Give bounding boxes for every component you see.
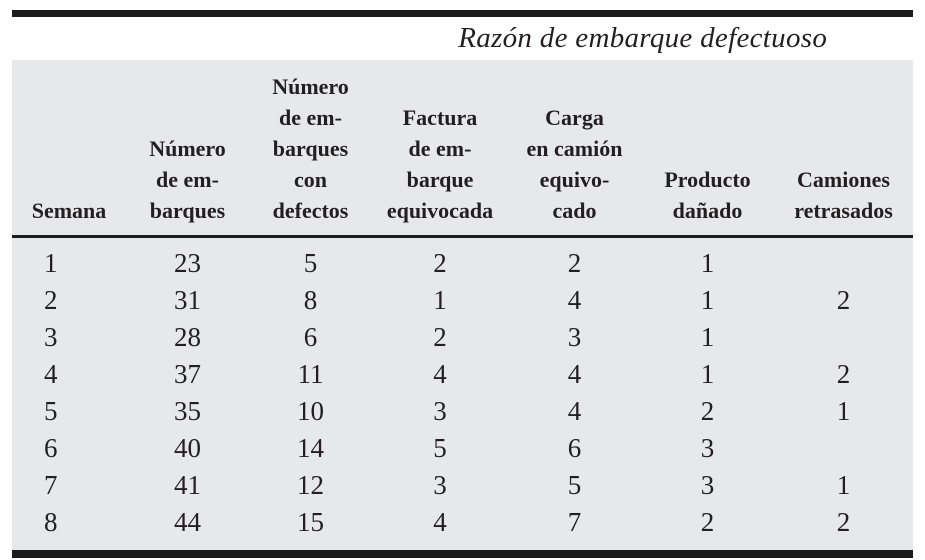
table-cell: 37 — [174, 359, 201, 389]
table-cell: 4 — [567, 359, 582, 389]
table-cell: 1 — [44, 248, 58, 278]
table-cell: 3 — [700, 433, 715, 463]
table-cell: 10 — [297, 396, 324, 426]
column-header-producto-danado: Producto dañado — [641, 60, 774, 238]
table-cell: 1 — [836, 470, 851, 500]
table-cell: 3 — [700, 470, 715, 500]
table-cell: 2 — [700, 396, 715, 426]
table-cell: 31 — [174, 285, 201, 315]
table-cell: 6 — [44, 433, 58, 463]
column-header-camiones-retrasados: Camiones retrasados — [774, 60, 913, 238]
column-header-embarques-con-defectos: Número de em- barques con defectos — [249, 60, 372, 238]
table-row: 7 41 12 3 5 3 1 — [12, 467, 913, 504]
data-table: Semana Número de em- barques Número de e… — [12, 60, 913, 550]
table-cell: 4 — [567, 396, 582, 426]
table-cell: 3 — [567, 322, 582, 352]
table-cell — [774, 430, 913, 467]
table-cell — [774, 237, 913, 283]
table-cell: 5 — [567, 470, 582, 500]
table-row: 8 44 15 4 7 2 2 — [12, 504, 913, 550]
header-row: Semana Número de em- barques Número de e… — [12, 60, 913, 238]
table-cell: 2 — [836, 359, 851, 389]
column-header-semana: Semana — [12, 60, 126, 238]
table-cell: 11 — [297, 359, 324, 389]
table-row: 5 35 10 3 4 2 1 — [12, 393, 913, 430]
table-cell: 7 — [44, 470, 58, 500]
table-cell: 40 — [174, 433, 201, 463]
table-row: 2 31 8 1 4 1 2 — [12, 282, 913, 319]
table-cell: 4 — [433, 359, 447, 389]
table-cell: 41 — [174, 470, 201, 500]
spanner-title: Razón de embarque defectuoso — [458, 22, 828, 54]
table-body: 1 23 5 2 2 1 2 31 8 1 4 1 2 3 28 6 2 3 1 4 37 11 4 4 1 2 5 35 10 3 4 2 1… — [12, 237, 913, 551]
table-header: Semana Número de em- barques Número de e… — [12, 60, 913, 238]
table-cell: 2 — [836, 507, 851, 537]
table-cell: 1 — [700, 322, 715, 352]
table-cell: 3 — [433, 396, 447, 426]
table-cell: 1 — [700, 359, 715, 389]
table-cell: 8 — [303, 285, 318, 315]
table-cell: 2 — [700, 507, 715, 537]
column-header-numero-embarques: Número de em- barques — [126, 60, 249, 238]
table-cell: 5 — [303, 248, 318, 278]
table-row: 3 28 6 2 3 1 — [12, 319, 913, 356]
table-row: 6 40 14 5 6 3 — [12, 430, 913, 467]
table-cell: 1 — [836, 396, 851, 426]
table-cell: 6 — [567, 433, 582, 463]
table-cell: 2 — [433, 248, 447, 278]
defective-shipments-table: Razón de embarque defectuoso Semana Núme… — [12, 10, 913, 558]
table-cell: 2 — [836, 285, 851, 315]
table-cell: 1 — [700, 248, 715, 278]
table-cell: 12 — [297, 470, 324, 500]
column-header-carga-equivocada: Carga en camión equivo- cado — [508, 60, 641, 238]
table-cell: 1 — [700, 285, 715, 315]
table-cell: 14 — [297, 433, 324, 463]
table-row: 4 37 11 4 4 1 2 — [12, 356, 913, 393]
table-cell: 3 — [44, 322, 58, 352]
table-cell: 7 — [567, 507, 582, 537]
column-header-factura-equivocada: Factura de em- barque equivocada — [372, 60, 508, 238]
table-cell: 28 — [174, 322, 201, 352]
table-cell: 4 — [567, 285, 582, 315]
table-cell: 2 — [567, 248, 582, 278]
table-cell: 15 — [297, 507, 324, 537]
table-cell: 1 — [433, 285, 447, 315]
table-row: 1 23 5 2 2 1 — [12, 237, 913, 283]
table-cell: 35 — [174, 396, 201, 426]
table-cell: 4 — [44, 359, 58, 389]
table-cell — [774, 319, 913, 356]
table-cell: 5 — [44, 396, 58, 426]
table-cell: 2 — [433, 322, 447, 352]
table-cell: 5 — [433, 433, 447, 463]
spanner-band: Razón de embarque defectuoso — [12, 17, 913, 60]
table-cell: 3 — [433, 470, 447, 500]
table-cell: 6 — [303, 322, 318, 352]
table-cell: 44 — [174, 507, 201, 537]
table-cell: 8 — [44, 507, 58, 537]
table-cell: 2 — [44, 285, 58, 315]
table-cell: 4 — [433, 507, 447, 537]
table-cell: 23 — [174, 248, 201, 278]
